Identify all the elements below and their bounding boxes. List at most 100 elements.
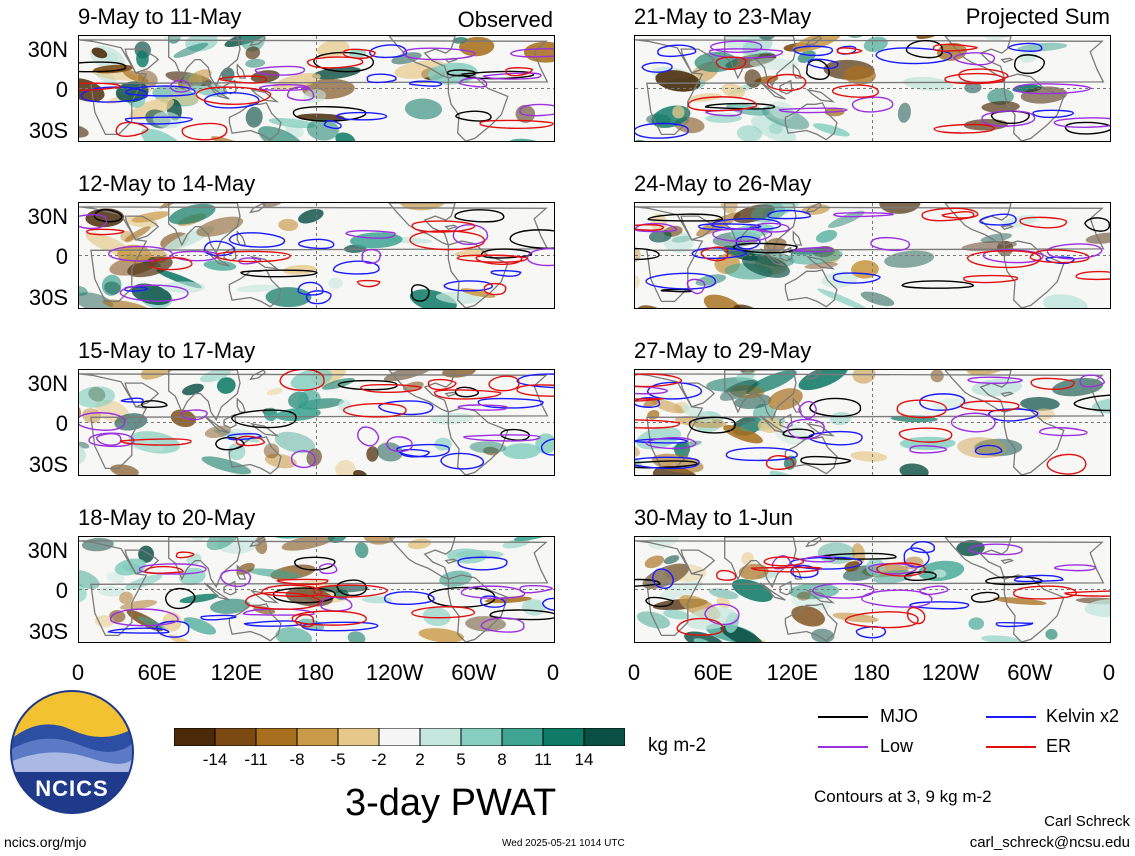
contour-kelvin-x2 bbox=[1032, 109, 1075, 119]
anomaly-blob bbox=[347, 631, 366, 642]
coastline-0 bbox=[79, 373, 549, 470]
contour-kelvin-x2 bbox=[910, 541, 935, 554]
coastline-10 bbox=[447, 73, 509, 141]
website-link[interactable]: ncics.org/mjo bbox=[4, 834, 87, 850]
x-tick-left-2: 120E bbox=[210, 660, 263, 685]
contour-low bbox=[712, 228, 773, 243]
colorbar-label-6: 5 bbox=[456, 750, 466, 769]
x-tick-right-0: 0 bbox=[627, 660, 641, 685]
coastline-11 bbox=[1000, 391, 1015, 398]
colorbar-label-0: -14 bbox=[202, 750, 228, 769]
y-tick-30s-row2: 30S bbox=[28, 285, 68, 310]
anomaly-blob bbox=[79, 444, 84, 461]
contour-mjo bbox=[1084, 217, 1110, 232]
x-tick-right-3: 180 bbox=[853, 660, 890, 685]
contour-kelvin-x2 bbox=[875, 47, 953, 65]
anomaly-blob bbox=[729, 223, 775, 239]
anomaly-blob bbox=[131, 439, 165, 452]
contour-er bbox=[1046, 453, 1087, 475]
contour-er bbox=[483, 282, 507, 296]
contour-er bbox=[933, 123, 995, 134]
anomaly-blob bbox=[966, 370, 1008, 375]
contour-er bbox=[844, 611, 919, 629]
anomaly-blob bbox=[328, 277, 344, 289]
contour-low bbox=[452, 224, 489, 246]
contour-kelvin-x2 bbox=[477, 397, 544, 409]
contour-er bbox=[291, 610, 367, 626]
contour-er bbox=[1019, 216, 1068, 229]
anomaly-blob bbox=[140, 370, 188, 380]
anomaly-blob bbox=[418, 628, 465, 642]
contour-kelvin-x2 bbox=[384, 591, 435, 606]
contour-low bbox=[180, 409, 208, 421]
coastline-1 bbox=[680, 549, 716, 575]
anomaly-blob bbox=[101, 274, 122, 296]
anomaly-blob bbox=[268, 117, 316, 129]
contour-kelvin-x2 bbox=[203, 92, 260, 109]
anomaly-blob bbox=[407, 538, 432, 550]
contour-low bbox=[254, 65, 305, 76]
contour-low bbox=[169, 79, 191, 93]
coastline-8 bbox=[805, 370, 822, 381]
coastline-11 bbox=[1000, 558, 1015, 565]
y-tick-0-row2: 0 bbox=[55, 244, 68, 269]
contour-low bbox=[482, 72, 542, 80]
contour-kelvin-x2 bbox=[305, 290, 332, 305]
anomaly-blob bbox=[245, 46, 261, 60]
anomaly-blob bbox=[1045, 628, 1058, 640]
coastline-7 bbox=[792, 63, 803, 79]
contour-er bbox=[313, 584, 389, 598]
coastline-5 bbox=[249, 88, 280, 103]
contour-mjo bbox=[905, 39, 944, 59]
anomaly-blob bbox=[114, 558, 147, 576]
contour-low bbox=[357, 426, 380, 447]
coastline-7 bbox=[792, 397, 803, 413]
contour-kelvin-x2 bbox=[366, 73, 397, 84]
contour-er bbox=[294, 614, 315, 628]
anomaly-blob bbox=[843, 65, 876, 85]
coastline-10 bbox=[1003, 407, 1065, 475]
contour-er bbox=[356, 279, 381, 288]
legend-label-low: Low bbox=[880, 736, 914, 756]
contour-er bbox=[261, 584, 323, 598]
y-tick-30n-row3: 30N bbox=[27, 371, 68, 396]
contour-er bbox=[750, 566, 822, 573]
coastline-9 bbox=[388, 537, 456, 581]
anomaly-blob bbox=[996, 240, 1014, 257]
contour-kelvin-x2 bbox=[440, 452, 484, 470]
contour-kelvin-x2 bbox=[200, 614, 237, 621]
contour-kelvin-x2 bbox=[635, 122, 689, 139]
contour-kelvin-x2 bbox=[698, 223, 762, 231]
anomaly-blob bbox=[338, 399, 352, 412]
anomaly-blob bbox=[749, 57, 799, 71]
anomaly-blob bbox=[179, 593, 219, 604]
contour-er bbox=[175, 551, 195, 559]
anomaly-blob bbox=[281, 537, 336, 551]
contour-low bbox=[787, 418, 825, 440]
colorbar bbox=[173, 727, 626, 747]
contour-low bbox=[967, 543, 1023, 556]
coastline-3 bbox=[203, 582, 230, 601]
anomaly-blob bbox=[355, 542, 369, 559]
contour-er bbox=[898, 427, 953, 443]
anomaly-blob bbox=[173, 42, 209, 58]
panel-title-2: 12-May to 14-May bbox=[78, 171, 256, 196]
contour-mjo bbox=[215, 436, 245, 451]
map-panel-5 bbox=[634, 35, 1111, 142]
colorbar-swatch-9 bbox=[542, 727, 585, 747]
map-panel-6 bbox=[634, 202, 1111, 309]
anomaly-blob bbox=[968, 617, 985, 630]
contour-kelvin-x2 bbox=[807, 430, 863, 446]
contour-kelvin-x2 bbox=[369, 44, 408, 59]
anomaly-blob bbox=[788, 583, 840, 600]
legend-label-mjo: MJO bbox=[880, 706, 918, 726]
coastline-8 bbox=[249, 36, 266, 47]
coastline-4 bbox=[223, 246, 237, 262]
contour-er bbox=[763, 556, 805, 567]
anomaly-blob bbox=[535, 433, 554, 454]
contour-low bbox=[526, 247, 554, 267]
contour-low bbox=[361, 248, 381, 265]
contour-low bbox=[798, 400, 817, 420]
contour-low bbox=[778, 107, 848, 114]
contour-low bbox=[95, 432, 122, 446]
